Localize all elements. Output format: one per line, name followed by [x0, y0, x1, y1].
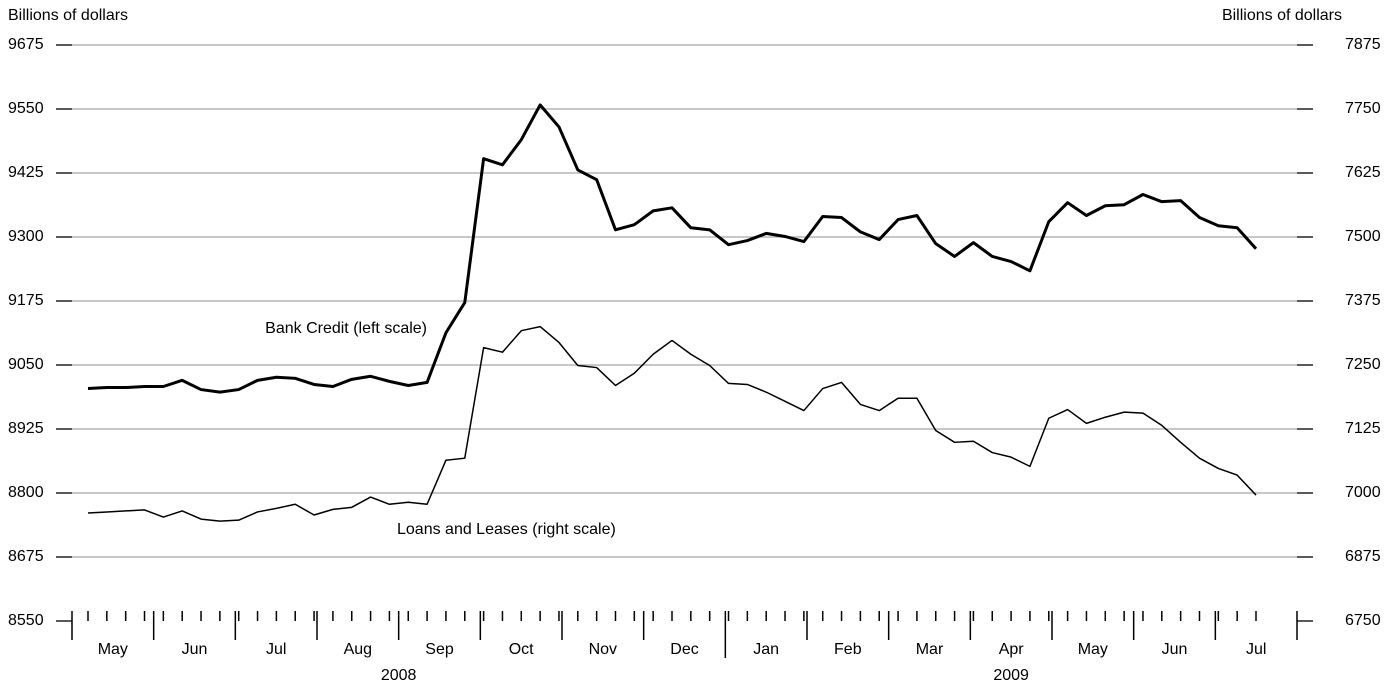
month-label: Oct — [509, 641, 534, 658]
y-tick-label: 9425 — [8, 164, 44, 181]
month-label: Aug — [344, 641, 372, 658]
y-tick-label: 8925 — [8, 420, 44, 437]
year-label: 2008 — [381, 667, 417, 684]
month-label: Jul — [266, 641, 286, 658]
month-label: Jan — [753, 641, 779, 658]
y-tick-label: 9300 — [8, 228, 44, 245]
y2-tick-label: 7000 — [1345, 484, 1381, 501]
y-tick-label: 9550 — [8, 100, 44, 117]
series-line — [87, 325, 1257, 522]
y2-tick-label: 7750 — [1345, 100, 1381, 117]
y2-tick-label: 7250 — [1345, 356, 1381, 373]
y-tick-label: 9675 — [8, 36, 44, 53]
month-label: Jun — [182, 641, 208, 658]
month-label: May — [98, 641, 128, 658]
y2-tick-label: 7125 — [1345, 420, 1381, 437]
y-tick-label: 8675 — [8, 548, 44, 565]
month-label: Dec — [670, 641, 698, 658]
month-label: May — [1078, 641, 1108, 658]
y-axis-title: Billions of dollars — [8, 7, 128, 24]
series-annotation: Loans and Leases (right scale) — [397, 521, 616, 538]
year-label: 2009 — [993, 667, 1029, 684]
y2-tick-label: 7625 — [1345, 164, 1381, 181]
y-tick-label: 9050 — [8, 356, 44, 373]
month-label: Jul — [1246, 641, 1266, 658]
y2-tick-label: 6750 — [1345, 612, 1381, 629]
y2-tick-label: 7500 — [1345, 228, 1381, 245]
y-tick-label: 9175 — [8, 292, 44, 309]
y2-tick-label: 7875 — [1345, 36, 1381, 53]
y-tick-label: 8550 — [8, 612, 44, 629]
month-label: Nov — [589, 641, 617, 658]
y2-axis-title: Billions of dollars — [1222, 7, 1342, 24]
month-label: Sep — [425, 641, 454, 658]
series-annotation: Bank Credit (left scale) — [265, 320, 427, 337]
month-label: Mar — [916, 641, 944, 658]
y2-tick-label: 6875 — [1345, 548, 1381, 565]
series-line — [87, 103, 1258, 394]
month-label: Jun — [1162, 641, 1188, 658]
month-label: Apr — [999, 641, 1025, 658]
y-tick-label: 8800 — [8, 484, 44, 501]
month-label: Feb — [834, 641, 862, 658]
y2-tick-label: 7375 — [1345, 292, 1381, 309]
